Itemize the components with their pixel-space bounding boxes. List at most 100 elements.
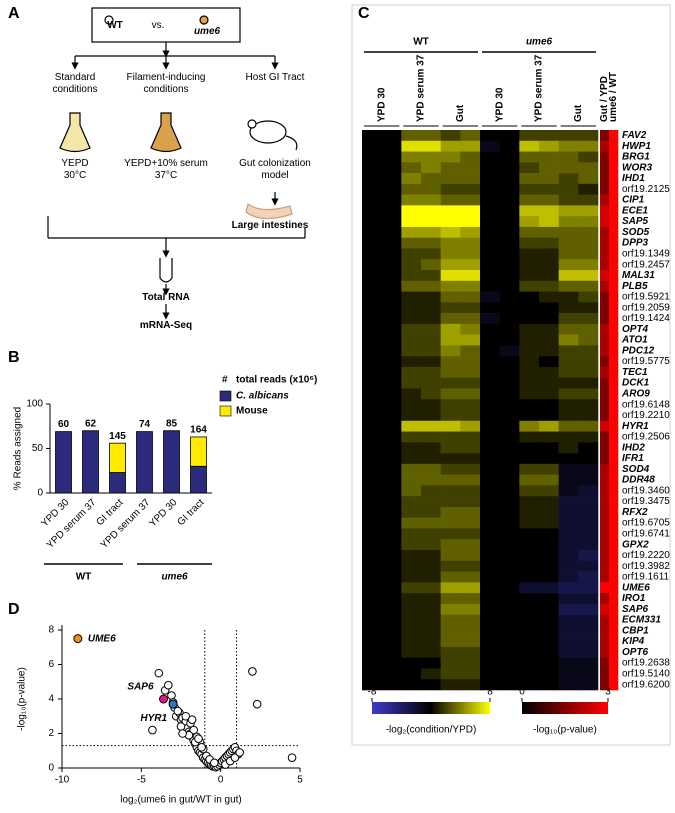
heatmap-cell — [539, 291, 559, 303]
panel-label: A — [8, 5, 20, 22]
pvalue-cell — [609, 453, 619, 465]
heatmap-cell — [499, 474, 520, 486]
gene-label: orf19.6148 — [622, 399, 670, 410]
heatmap-cell — [499, 313, 520, 325]
pvalue-cell — [600, 291, 610, 303]
heatmap-cell — [539, 582, 559, 594]
pvalue-cell — [600, 302, 610, 314]
heatmap-cell — [480, 560, 500, 572]
heatmap-cell — [578, 625, 599, 637]
heatmap-cell — [578, 270, 599, 282]
pvalue-cell — [600, 420, 610, 432]
heatmap-cell — [519, 603, 540, 615]
heatmap-cell — [539, 539, 559, 551]
highlight-point — [159, 694, 169, 704]
heatmap-cell — [381, 194, 402, 206]
gene-label: orf19.2457 — [622, 259, 670, 270]
heatmap-cell — [480, 323, 500, 335]
heatmap-cell — [460, 431, 481, 443]
heatmap-cell — [381, 248, 402, 260]
heatmap-cell — [539, 410, 559, 422]
heatmap-cell — [362, 259, 382, 271]
heatmap-cell — [460, 442, 481, 454]
heatmap-cell — [440, 528, 461, 540]
heatmap-cell — [480, 657, 500, 669]
pvalue-cell — [609, 506, 619, 518]
tube-icon — [159, 258, 173, 283]
point — [189, 725, 198, 735]
point — [230, 753, 240, 762]
heatmap-cell — [578, 410, 599, 422]
heatmap-cell — [480, 183, 500, 195]
heatmap-cell — [401, 291, 422, 303]
heatmap-cell — [421, 442, 441, 454]
point — [154, 668, 164, 678]
pvalue-cell — [609, 657, 619, 669]
pvalue-cell — [600, 636, 610, 648]
heatmap-cell — [558, 323, 579, 335]
heatmap-cell — [421, 625, 441, 637]
condition-title: Standard conditions — [52, 72, 98, 95]
heatmap-cell — [362, 550, 382, 562]
pvalue-cell — [609, 528, 619, 540]
heatmap-cell — [401, 237, 422, 249]
heatmap-cell — [539, 140, 559, 152]
heatmap-cell — [578, 496, 599, 508]
pvalue-cell — [600, 259, 610, 271]
heatmap-cell — [381, 550, 402, 562]
heatmap-cell — [519, 550, 540, 562]
y-tick-label: 0 — [48, 763, 54, 774]
heatmap-cell — [421, 334, 441, 346]
heatmap-cell — [460, 130, 481, 142]
heatmap-cell — [539, 173, 559, 185]
heatmap-cell — [381, 399, 402, 411]
heatmap-cell — [480, 603, 500, 615]
heatmap-cell — [440, 173, 461, 185]
heatmap-cell — [381, 463, 402, 475]
heatmap-cell — [539, 183, 559, 195]
pvalue-cell — [609, 205, 619, 217]
heatmap-cell — [401, 173, 422, 185]
heatmap-cell — [381, 496, 402, 508]
heatmap-cell — [381, 571, 402, 583]
heatmap-cell — [362, 485, 382, 497]
heatmap-cell — [519, 194, 540, 206]
heatmap-cell — [362, 173, 382, 185]
heatmap-cell — [499, 302, 520, 314]
gene-label: orf19.2220 — [622, 550, 670, 561]
gene-label: orf19.1424 — [622, 313, 670, 324]
heatmap-cell — [362, 345, 382, 357]
heatmap-cell — [578, 614, 599, 626]
gene-label: PDC12 — [622, 345, 655, 356]
pvalue-cell — [600, 506, 610, 518]
pvalue-cell — [600, 646, 610, 658]
heatmap-cell — [421, 151, 441, 163]
heatmap-cell — [558, 485, 579, 497]
heatmap-cell — [519, 130, 540, 142]
heatmap-cell — [480, 313, 500, 325]
heatmap-cell — [401, 313, 422, 325]
heatmap-cell — [480, 270, 500, 282]
pvalue-cell — [609, 517, 619, 529]
heatmap-cell — [539, 377, 559, 389]
highlight-point — [73, 634, 83, 644]
pvalue-cell — [609, 582, 619, 594]
highlight-label: UME6 — [88, 633, 116, 644]
pvalue-cell — [609, 625, 619, 637]
heatmap-cell — [401, 151, 422, 163]
heatmap-cell — [558, 345, 579, 357]
condition-label: YPD serum 37 — [416, 54, 427, 122]
heatmap-cell — [539, 646, 559, 658]
heatmap-cell — [440, 323, 461, 335]
heatmap-cell — [362, 539, 382, 551]
heatmap-cell — [440, 431, 461, 443]
heatmap-cell — [362, 593, 382, 605]
heatmap-cell — [440, 130, 461, 142]
gene-label: SAP5 — [622, 216, 649, 227]
heatmap-cell — [519, 679, 540, 691]
heatmap-cell — [558, 280, 579, 292]
heatmap-cell — [480, 474, 500, 486]
heatmap-cell — [480, 539, 500, 551]
heatmap-cell — [401, 560, 422, 572]
condition-label: YPD 30 — [376, 87, 387, 122]
